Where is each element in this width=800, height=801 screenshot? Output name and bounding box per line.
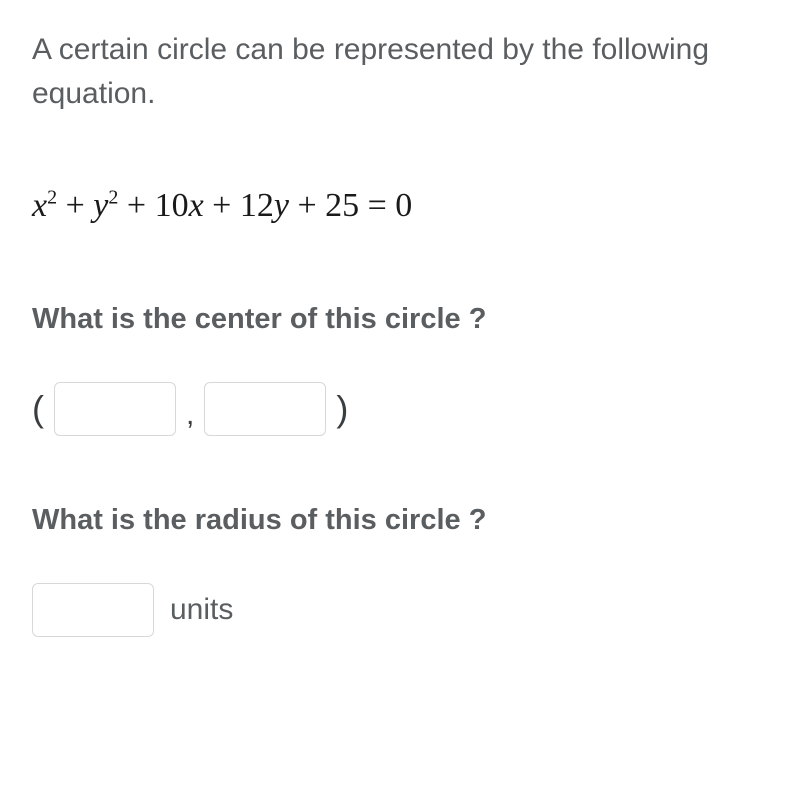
equation-plus: + — [57, 187, 93, 224]
equation-x: x — [32, 187, 47, 224]
equation-y: y — [93, 187, 108, 224]
question-center: What is the center of this circle ? — [32, 303, 768, 336]
question-radius: What is the radius of this circle ? — [32, 504, 768, 537]
center-y-input[interactable] — [204, 382, 326, 436]
equation-plus: + — [204, 187, 240, 224]
equation-exponent: 2 — [47, 187, 57, 209]
equation-coef: 10 — [155, 187, 189, 224]
center-x-input[interactable] — [54, 382, 176, 436]
equation-plus: + — [118, 187, 154, 224]
equation-y: y — [274, 187, 289, 224]
circle-equation: x2 + y2 + 10x + 12y + 25 = 0 — [32, 187, 768, 225]
radius-input[interactable] — [32, 583, 154, 637]
equation-equals-zero: = 0 — [359, 187, 412, 224]
equation-plus: + — [289, 187, 325, 224]
equation-coef: 12 — [240, 187, 274, 224]
close-paren: ) — [336, 388, 348, 430]
units-label: units — [170, 593, 233, 627]
equation-exponent: 2 — [108, 187, 118, 209]
comma: , — [186, 398, 194, 432]
center-answer-row: ( , ) — [32, 382, 768, 436]
equation-const: 25 — [325, 187, 359, 224]
open-paren: ( — [32, 388, 44, 430]
equation-x: x — [189, 187, 204, 224]
problem-intro-text: A certain circle can be represented by t… — [32, 28, 768, 115]
radius-answer-row: units — [32, 583, 768, 637]
